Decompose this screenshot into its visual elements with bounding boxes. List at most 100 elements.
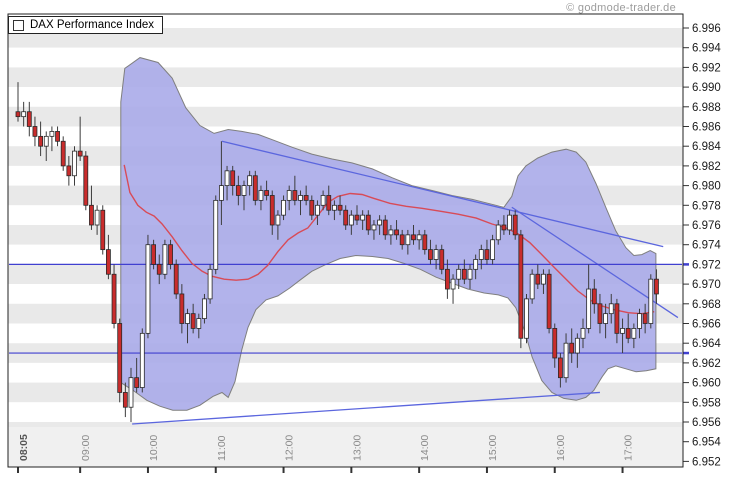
candle [360,214,366,221]
candle [456,268,462,280]
candle [422,234,428,251]
candle [145,244,151,334]
candle [139,332,145,388]
price-label: 6.956 [692,417,721,429]
candle [151,244,157,265]
candle [162,244,168,275]
candle [49,131,55,137]
candle [371,224,377,231]
candle [535,273,541,285]
candle [552,328,558,359]
candle [117,323,123,393]
candle [382,219,388,236]
time-label: 14:00 [419,435,431,461]
candle [66,165,72,177]
time-label: 15:00 [487,435,499,461]
price-label: 6.962 [692,358,721,370]
candle [252,175,258,201]
candle [94,209,100,226]
candle [173,263,179,295]
legend-checkbox[interactable] [13,19,24,31]
time-label: 11:00 [216,435,228,461]
candle [179,293,185,324]
legend-box: DAX Performance Index [8,16,163,34]
candle [608,303,614,315]
trendline [221,140,664,248]
price-label: 6.990 [692,82,721,94]
price-label: 6.960 [692,378,721,390]
candle [648,278,654,324]
candle [156,263,162,275]
candlestick-series [15,82,659,422]
candle [134,377,140,388]
price-label: 6.958 [692,397,721,409]
candle [218,185,224,201]
candle [213,199,219,270]
candle [546,273,552,329]
candle [224,170,230,186]
price-label: 6.978 [692,200,721,212]
price-label: 6.970 [692,279,721,291]
candle [21,111,27,118]
candle [450,278,456,290]
price-label: 6.976 [692,220,721,232]
price-axis: 6.996 6.994 6.992 6.990 6.988 6.986 6.984 6.982… [683,23,721,468]
candle [654,278,659,295]
price-label: 6.972 [692,259,721,271]
candle [416,234,422,241]
candle [281,199,286,216]
candle [337,204,343,211]
candle [512,214,518,236]
candle [597,303,603,324]
candle [292,190,298,201]
price-label: 6.988 [692,102,721,114]
price-label: 6.952 [692,456,721,468]
candle [32,126,38,137]
candle [501,224,507,231]
time-label: 17:00 [623,435,635,461]
chart-title: DAX Performance Index [30,19,155,31]
watermark: © godmode-trader.de [566,2,676,14]
trendline [132,391,600,425]
candle [614,303,620,334]
candle [207,268,213,300]
candle [303,195,309,201]
candle [230,170,236,186]
candle [348,214,354,226]
candle [591,288,597,305]
candle [484,249,490,260]
candle [100,209,106,251]
candle [269,195,275,226]
candle [275,214,281,226]
price-label: 6.980 [692,181,721,193]
candle [55,131,60,142]
price-label: 6.964 [692,338,721,350]
candle [309,199,315,216]
candle [574,337,580,354]
candle [637,313,642,329]
candle [111,273,117,324]
candle [569,342,575,354]
candle [461,268,467,280]
candle [247,175,253,186]
candle [26,111,32,127]
candle [128,377,134,408]
time-label: 08:05 [18,434,30,461]
candle [89,204,94,226]
price-label: 6.966 [692,319,721,331]
price-label: 6.992 [692,62,721,74]
time-label: 10:00 [148,435,160,461]
candle [411,234,416,241]
candle [190,313,196,329]
candle [625,328,631,339]
candle [405,234,411,246]
candle [377,219,383,226]
candle [320,195,326,206]
time-label: 12:00 [284,435,296,461]
candle [202,298,207,319]
candle [620,328,625,334]
candle [298,195,303,201]
candle [439,249,445,270]
candle [507,214,512,231]
candle [38,135,43,147]
